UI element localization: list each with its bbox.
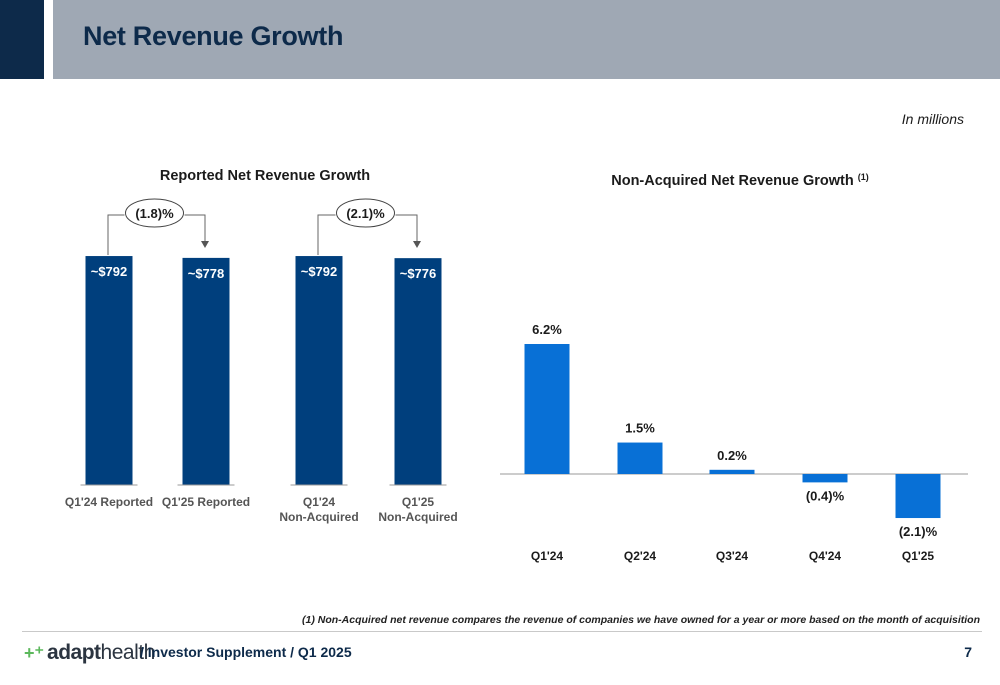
tick-label: Q1'24	[531, 549, 564, 563]
tick-label: Non-Acquired	[378, 510, 457, 524]
arrow-down-icon	[201, 241, 209, 248]
data-label: (0.4)%	[806, 488, 845, 503]
tick-label: Q1'24	[303, 495, 336, 509]
tick-label: Q1'25 Reported	[162, 495, 250, 509]
comparison-label: (1.8)%	[135, 206, 174, 221]
bar	[394, 258, 442, 485]
logo-plus-icon: +⁺	[24, 643, 45, 663]
data-label: 6.2%	[532, 322, 562, 337]
bar	[802, 474, 848, 483]
tick-label: Q1'25	[902, 549, 935, 563]
tick-label: Non-Acquired	[279, 510, 358, 524]
comparison-label: (2.1)%	[346, 206, 385, 221]
data-label: ~$776	[400, 266, 437, 281]
title-superscript: (1)	[858, 172, 869, 182]
logo-wordmark-adapt: adapt	[47, 641, 101, 664]
bar	[895, 474, 941, 519]
bar	[85, 256, 133, 485]
page-number: 7	[964, 644, 972, 660]
units-note: In millions	[901, 111, 964, 127]
data-label: ~$778	[188, 266, 225, 281]
reported-revenue-chart: Reported Net Revenue Growth ~$792 Q1'24 R…	[65, 168, 458, 524]
arrow-down-icon	[413, 241, 421, 248]
header-accent-block	[0, 0, 44, 79]
bracket-line	[395, 214, 418, 242]
bracket-line	[184, 214, 206, 242]
chart-title: Non-Acquired Net Revenue Growth (1)	[611, 172, 869, 189]
bracket-line	[317, 214, 336, 255]
tick-label: Q3'24	[716, 549, 749, 563]
tick-label: Q2'24	[624, 549, 657, 563]
footer-divider	[22, 631, 982, 632]
bar	[617, 442, 663, 474]
company-logo[interactable]: +⁺ adapt health	[24, 641, 155, 665]
bar	[182, 257, 230, 485]
data-label: (2.1)%	[899, 524, 938, 539]
tick-label: Q1'25	[402, 495, 435, 509]
data-label: 1.5%	[625, 421, 655, 436]
page-title: Net Revenue Growth	[83, 21, 344, 51]
logo-wordmark-health: health	[100, 641, 156, 664]
tick-label: Q4'24	[809, 549, 842, 563]
footer-document-title: / Investor Supplement / Q1 2025	[140, 644, 352, 660]
bar	[295, 256, 343, 485]
tick-label: Q1'24 Reported	[65, 495, 153, 509]
footnote: (1) Non-Acquired net revenue compares th…	[302, 614, 980, 626]
non-acquired-growth-chart: Non-Acquired Net Revenue Growth (1) 6.2%…	[500, 172, 968, 563]
bracket-line	[107, 214, 125, 255]
comparison-oval	[125, 198, 184, 228]
bar	[524, 344, 570, 474]
bar	[709, 469, 755, 474]
comparison-oval	[336, 198, 395, 228]
data-label: ~$792	[301, 264, 338, 279]
data-label: 0.2%	[717, 448, 747, 463]
data-label: ~$792	[91, 264, 128, 279]
chart-title: Reported Net Revenue Growth	[160, 168, 370, 184]
header-bar	[53, 0, 1000, 79]
